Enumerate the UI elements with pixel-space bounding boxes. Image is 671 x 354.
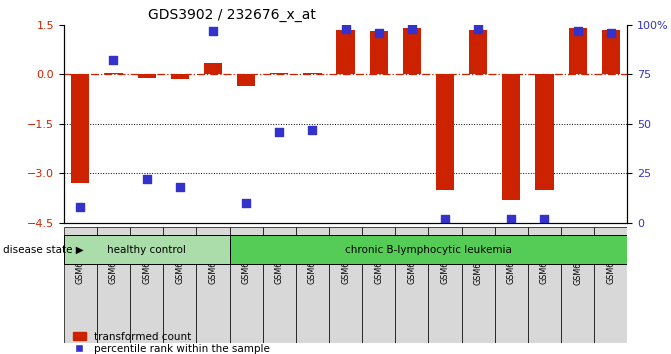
Bar	[602, 30, 620, 74]
Text: GSM658020: GSM658020	[407, 236, 417, 284]
Bar	[535, 74, 554, 190]
FancyBboxPatch shape	[229, 227, 262, 343]
Point	[142, 177, 152, 182]
Point	[506, 216, 517, 222]
Point	[340, 26, 351, 32]
Text: GSM658025: GSM658025	[573, 236, 582, 285]
Bar	[303, 73, 321, 74]
FancyBboxPatch shape	[197, 227, 229, 343]
Point	[440, 216, 450, 222]
FancyBboxPatch shape	[462, 227, 495, 343]
Bar	[436, 74, 454, 190]
Text: GSM658021: GSM658021	[441, 236, 450, 284]
Point	[241, 200, 252, 206]
Point	[307, 127, 318, 133]
Text: GSM658010: GSM658010	[76, 236, 85, 284]
Point	[75, 204, 86, 210]
Point	[207, 28, 218, 34]
FancyBboxPatch shape	[561, 227, 595, 343]
Text: GSM658026: GSM658026	[607, 236, 615, 284]
Point	[473, 26, 484, 32]
Text: healthy control: healthy control	[107, 245, 186, 255]
Text: GSM658011: GSM658011	[109, 236, 118, 284]
Bar	[370, 32, 388, 74]
Point	[605, 30, 616, 35]
FancyBboxPatch shape	[495, 227, 528, 343]
FancyBboxPatch shape	[64, 235, 229, 264]
Text: GSM658012: GSM658012	[142, 236, 151, 284]
Bar	[105, 73, 123, 74]
Text: chronic B-lymphocytic leukemia: chronic B-lymphocytic leukemia	[345, 245, 512, 255]
Text: GSM658019: GSM658019	[374, 236, 383, 284]
Bar	[403, 28, 421, 74]
FancyBboxPatch shape	[97, 227, 130, 343]
Point	[108, 58, 119, 63]
Bar	[204, 63, 222, 74]
Point	[572, 28, 583, 34]
Text: GSM658013: GSM658013	[175, 236, 185, 284]
Text: GSM658016: GSM658016	[274, 236, 284, 284]
Bar	[138, 74, 156, 78]
Point	[539, 216, 550, 222]
FancyBboxPatch shape	[528, 227, 561, 343]
FancyBboxPatch shape	[130, 227, 163, 343]
FancyBboxPatch shape	[595, 227, 627, 343]
FancyBboxPatch shape	[229, 235, 627, 264]
Text: GSM658018: GSM658018	[341, 236, 350, 284]
FancyBboxPatch shape	[296, 227, 329, 343]
Bar	[469, 30, 487, 74]
FancyBboxPatch shape	[163, 227, 197, 343]
Bar	[502, 74, 521, 200]
Text: GSM658022: GSM658022	[474, 236, 482, 285]
FancyBboxPatch shape	[329, 227, 362, 343]
Legend: transformed count, percentile rank within the sample: transformed count, percentile rank withi…	[69, 327, 274, 354]
Bar	[336, 30, 355, 74]
Bar	[237, 74, 255, 86]
Text: GSM658015: GSM658015	[242, 236, 250, 284]
Point	[174, 184, 185, 190]
FancyBboxPatch shape	[395, 227, 429, 343]
FancyBboxPatch shape	[362, 227, 395, 343]
Text: GSM658024: GSM658024	[540, 236, 549, 284]
Bar	[170, 74, 189, 79]
Point	[274, 129, 285, 135]
FancyBboxPatch shape	[64, 227, 97, 343]
Bar	[568, 28, 586, 74]
Text: GSM658023: GSM658023	[507, 236, 516, 284]
Text: disease state ▶: disease state ▶	[3, 245, 84, 255]
Point	[373, 30, 384, 35]
Bar	[270, 73, 289, 74]
FancyBboxPatch shape	[262, 227, 296, 343]
Text: GSM658014: GSM658014	[209, 236, 217, 284]
Text: GSM658017: GSM658017	[308, 236, 317, 284]
Text: GDS3902 / 232676_x_at: GDS3902 / 232676_x_at	[148, 8, 316, 22]
Point	[407, 26, 417, 32]
Bar	[71, 74, 89, 183]
FancyBboxPatch shape	[429, 227, 462, 343]
